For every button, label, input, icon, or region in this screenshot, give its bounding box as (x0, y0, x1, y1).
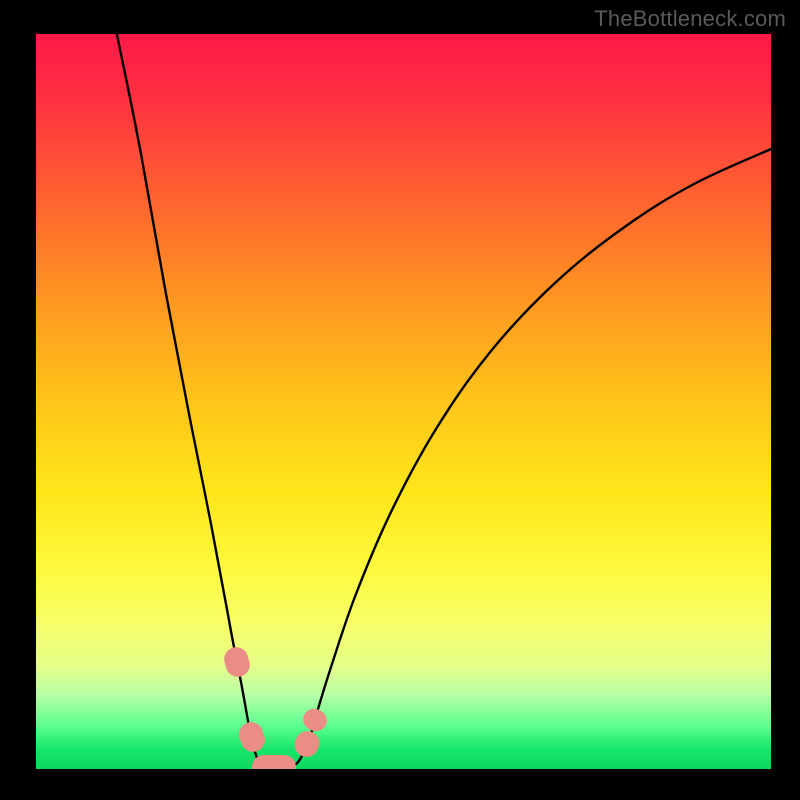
bottleneck-curve (108, 34, 771, 768)
curve-marker (291, 727, 323, 760)
plot-curves-layer (36, 34, 771, 769)
curve-marker (221, 644, 252, 679)
curve-marker (300, 705, 331, 735)
watermark-text: TheBottleneck.com (594, 6, 786, 32)
curve-marker (236, 719, 268, 755)
plot-inner (36, 34, 771, 769)
plot-frame (36, 34, 771, 769)
curve-marker (252, 755, 296, 769)
